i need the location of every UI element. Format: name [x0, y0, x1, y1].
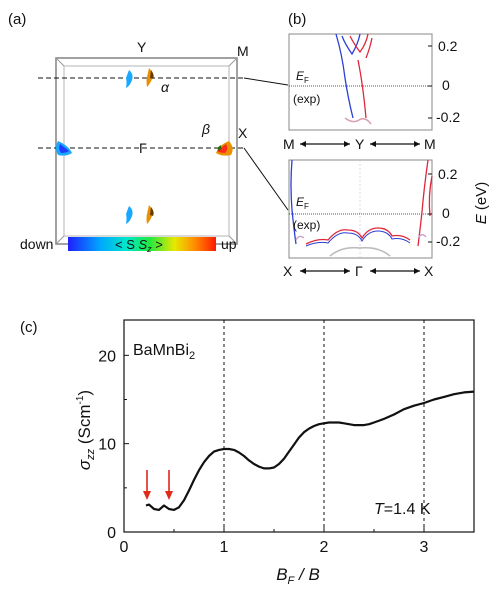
colorbar-low-label: down — [20, 236, 53, 252]
panel-b-label: (b) — [288, 11, 306, 28]
plot-c-frame — [123, 319, 475, 533]
path-top-right: M — [424, 136, 436, 152]
point-x: X — [238, 125, 248, 141]
x-tick-label-2: 2 — [320, 539, 329, 556]
tick-top-1: 0.2 — [438, 38, 458, 54]
x-tick-label-1: 1 — [220, 539, 229, 556]
ef-label-top: EF — [296, 69, 309, 85]
band-bottom-faint — [329, 246, 391, 257]
band-top-red — [349, 33, 373, 119]
band-bottom-center-blue — [305, 230, 411, 247]
temperature-label: T=1.4 K — [374, 501, 431, 518]
panel-a: (a) Y M Γ X α β — [8, 11, 289, 254]
y-axis-label: σzz (Scm-1) — [75, 390, 97, 470]
y-tick-label-1: 10 — [98, 437, 116, 454]
panel-a-label: (a) — [8, 11, 26, 28]
band-bottom-center-red — [305, 227, 411, 245]
band-panel-top: 0.2 0 -0.2 EF (exp) M Y M — [283, 33, 460, 152]
band-bottom-red-right2 — [428, 175, 433, 217]
arrow-head-2 — [165, 491, 173, 500]
path-top-mid: Y — [355, 136, 365, 152]
bz-corner-tl — [55, 57, 65, 67]
pocket-beta-left — [56, 141, 72, 156]
bz-corner-br — [228, 235, 238, 245]
panel-c-label: (c) — [20, 319, 38, 336]
panel-c: (c) 0 10 20 0 1 2 3 BaMnBi2 T=1.4 K σzz (Scm-… — [20, 319, 475, 587]
band-panel-bottom: 0.2 0 -0.2 EF (exp) X Γ X — [283, 159, 460, 279]
band-bottom-blue-left — [290, 159, 297, 245]
path-top-left: M — [283, 136, 295, 152]
colorbar-quantity: < S Sz > — [115, 237, 163, 254]
x-tick-label-3: 3 — [420, 539, 429, 556]
exp-label-top: (exp) — [293, 92, 320, 106]
energy-axis-label: E (eV) — [473, 182, 490, 225]
point-y: Y — [137, 39, 147, 55]
tick-bottom-2: 0 — [442, 205, 450, 221]
bz-corner-tr — [228, 57, 238, 67]
pocket-alpha-bottom — [126, 205, 154, 224]
tick-top-3: -0.2 — [436, 109, 460, 125]
point-gamma: Γ — [139, 140, 147, 156]
x-axis-label: BF / B — [276, 565, 320, 587]
tick-bottom-1: 0.2 — [438, 166, 458, 182]
colorbar-high-label: up — [221, 236, 237, 252]
path-bottom-left: X — [283, 263, 293, 279]
tick-bottom-3: -0.2 — [436, 233, 460, 249]
x-tick-label-0: 0 — [120, 539, 129, 556]
connector-lower — [243, 147, 289, 211]
tick-top-2: 0 — [442, 77, 450, 93]
pocket-alpha-top — [126, 68, 154, 88]
connector-upper — [243, 77, 289, 86]
ef-label-bottom: EF — [296, 195, 309, 211]
compound-label: BaMnBi2 — [133, 342, 195, 362]
pocket-beta: β — [201, 121, 210, 137]
arrow-head-1 — [143, 491, 151, 500]
sigma-zz-curve — [145, 390, 475, 511]
plot-c-arrows — [143, 470, 173, 500]
band-top-faint — [344, 117, 372, 125]
path-bottom-right: X — [424, 263, 434, 279]
bz-corner-bl — [55, 235, 65, 245]
path-bottom-mid: Γ — [355, 263, 363, 279]
point-m: M — [237, 43, 249, 59]
plot-c-xticks: 0 1 2 3 — [120, 527, 475, 556]
plot-c-guides — [223, 320, 425, 532]
panel-b: (b) 0.2 0 -0.2 EF (exp) M Y M — [283, 11, 490, 279]
band-top-blue — [335, 33, 361, 119]
pocket-beta-right — [216, 141, 233, 156]
y-tick-label-0: 0 — [107, 525, 116, 542]
plot-c-yticks: 0 10 20 — [98, 348, 129, 542]
y-tick-label-2: 20 — [98, 348, 116, 365]
exp-label-bottom: (exp) — [293, 218, 320, 232]
spin-colorbar — [68, 237, 216, 251]
pocket-alpha: α — [161, 79, 170, 95]
